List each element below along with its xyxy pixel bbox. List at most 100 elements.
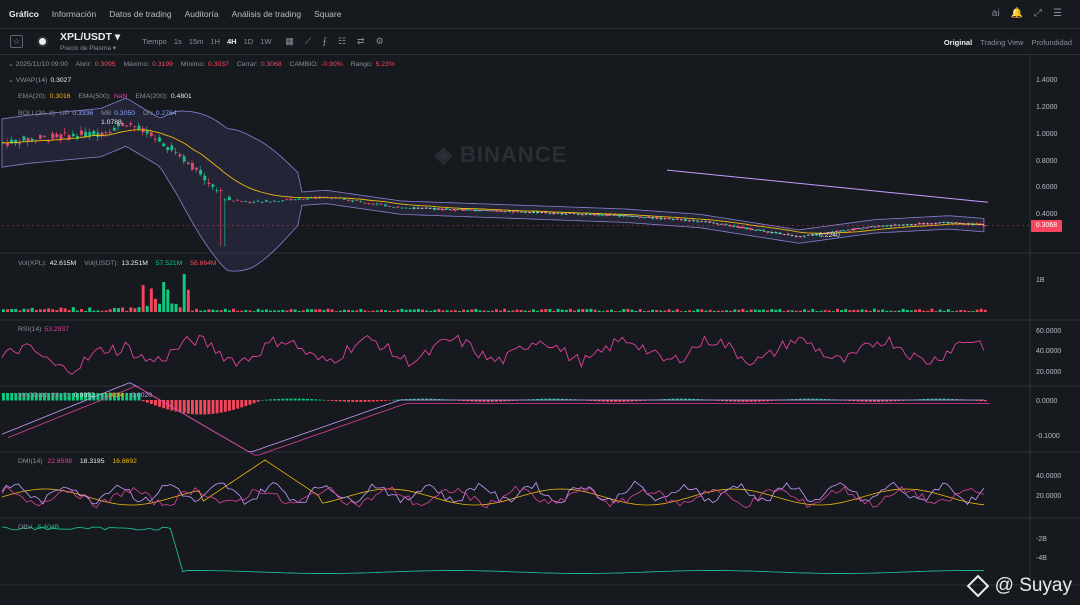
ohlc-range-label: Rango: bbox=[350, 61, 373, 68]
macd-bar bbox=[252, 400, 256, 404]
tf-1s[interactable]: 1s bbox=[173, 37, 182, 46]
candle-body bbox=[207, 182, 211, 184]
nav-item-analisis-trading[interactable]: Análisis de trading bbox=[231, 9, 302, 19]
candle-body bbox=[531, 211, 535, 213]
macd-bar bbox=[248, 400, 252, 405]
collapse-icon[interactable]: ⌄ bbox=[8, 61, 16, 68]
tf-tiempo[interactable]: Tiempo bbox=[142, 37, 167, 46]
pair-selector[interactable]: XPL/USDT ▾ Precio de Plasma ▾ bbox=[60, 31, 120, 52]
macd-bar bbox=[679, 398, 683, 401]
macd-bar bbox=[30, 393, 34, 401]
nav-item-informacion[interactable]: Información bbox=[51, 9, 97, 19]
macd-bar bbox=[215, 400, 219, 414]
view-tabs: Original Trading View Profundidad bbox=[944, 38, 1072, 47]
expand-icon[interactable]: ⤢ bbox=[1034, 8, 1043, 19]
chart-toolbar: ☆ XPL/USDT ▾ Precio de Plasma ▾ Tiempo 1… bbox=[0, 29, 1080, 55]
volume-bar bbox=[203, 310, 207, 312]
volume-bar bbox=[227, 310, 231, 312]
tab-trading-view[interactable]: Trading View bbox=[980, 38, 1024, 47]
volume-bar bbox=[523, 310, 527, 312]
tf-1w[interactable]: 1W bbox=[260, 37, 272, 46]
candle-body bbox=[38, 135, 42, 139]
volume-bar bbox=[848, 310, 852, 312]
volume-bar bbox=[137, 307, 141, 312]
volume-bar bbox=[827, 310, 831, 312]
volume-bar bbox=[330, 309, 334, 312]
volume-bar bbox=[433, 309, 437, 312]
settings-icon[interactable]: ⚙ bbox=[375, 36, 384, 46]
volume-bar bbox=[716, 310, 720, 312]
macd-bar bbox=[720, 400, 724, 402]
chart-type-icon[interactable]: ⟋ bbox=[304, 36, 312, 46]
volume-bar bbox=[979, 308, 983, 312]
compare-icon[interactable]: ⇄ bbox=[357, 36, 365, 46]
candle-body bbox=[458, 208, 461, 210]
volume-bar bbox=[462, 309, 466, 312]
volume-bar bbox=[269, 310, 272, 312]
tf-1h[interactable]: 1H bbox=[210, 37, 220, 46]
volume-bar bbox=[885, 310, 889, 312]
volume-bar bbox=[774, 309, 778, 312]
collapse-icon[interactable]: ⌄ bbox=[8, 77, 16, 84]
volume-bar bbox=[232, 308, 235, 312]
tf-1d[interactable]: 1D bbox=[243, 37, 254, 46]
candle-body bbox=[244, 201, 248, 202]
chart-area[interactable]: 1.4000 1.2000 1.0000 0.8000 0.6000 0.4000 1B 60… bbox=[0, 55, 1080, 589]
volume-bar bbox=[511, 310, 515, 312]
candle-body bbox=[478, 209, 482, 212]
low-annotation: 0.2240 bbox=[819, 232, 840, 239]
nav-item-square[interactable]: Square bbox=[314, 9, 342, 19]
candle-body bbox=[589, 214, 593, 216]
nav-item-grafico[interactable]: Gráfico bbox=[9, 9, 39, 19]
candle-body bbox=[260, 202, 264, 203]
volume-bar bbox=[170, 303, 174, 312]
macd-bar bbox=[511, 400, 515, 401]
nav-item-datos-trading[interactable]: Datos de trading bbox=[109, 9, 172, 19]
tf-15m[interactable]: 15m bbox=[188, 37, 204, 46]
macd-axis-label: 0.0000 bbox=[1036, 398, 1058, 405]
candle-body bbox=[63, 132, 67, 134]
indicators-icon[interactable]: ⨍ bbox=[322, 36, 327, 46]
candle-body bbox=[269, 201, 272, 203]
ohlc-change: -0.90% bbox=[321, 61, 343, 68]
star-icon[interactable]: ☆ bbox=[10, 35, 23, 48]
chart-canvas[interactable]: 1.4000 1.2000 1.0000 0.8000 0.6000 0.4000 1B 60… bbox=[0, 55, 1080, 589]
calendar-icon[interactable]: ▦ bbox=[285, 36, 294, 46]
macd-bar bbox=[260, 399, 264, 401]
tab-profundidad[interactable]: Profundidad bbox=[1031, 38, 1072, 47]
menu-icon[interactable]: ☰ bbox=[1053, 8, 1062, 19]
tf-4h[interactable]: 4H bbox=[226, 37, 237, 46]
volume-bar bbox=[248, 310, 252, 312]
volume-bar bbox=[622, 308, 626, 312]
candle-body bbox=[392, 207, 396, 208]
layout-icon[interactable]: ☷ bbox=[337, 36, 347, 46]
candle-body bbox=[544, 211, 548, 214]
volume-bar bbox=[133, 308, 137, 312]
macd-bar bbox=[129, 393, 133, 401]
tab-original[interactable]: Original bbox=[943, 38, 973, 47]
dmi-plus-line bbox=[1, 480, 985, 506]
volume-bar bbox=[301, 310, 305, 312]
candle-body bbox=[273, 200, 277, 202]
volume-bar bbox=[782, 311, 786, 312]
volume-bar bbox=[445, 310, 449, 312]
candle-body bbox=[647, 216, 650, 218]
bell-icon[interactable]: 🔔 bbox=[1010, 8, 1024, 19]
nav-item-auditoria[interactable]: Auditoría bbox=[184, 9, 219, 19]
macd-bar bbox=[634, 400, 638, 402]
rsi-axis-label: 20.0000 bbox=[1036, 369, 1061, 376]
candle-body bbox=[43, 135, 46, 137]
macd-bar bbox=[141, 400, 145, 402]
candle-body bbox=[293, 199, 297, 201]
volume-bar bbox=[577, 309, 581, 312]
macd-bar bbox=[59, 393, 63, 401]
candle-body bbox=[499, 210, 503, 212]
ai-icon[interactable]: ai bbox=[991, 8, 1000, 19]
volume-bar bbox=[264, 309, 268, 312]
volume-bar bbox=[223, 308, 227, 312]
volume-bar bbox=[720, 310, 724, 312]
candle-body bbox=[71, 133, 75, 137]
volume-bar bbox=[182, 274, 186, 312]
candle-body bbox=[951, 222, 954, 224]
macd-bar bbox=[203, 400, 207, 415]
